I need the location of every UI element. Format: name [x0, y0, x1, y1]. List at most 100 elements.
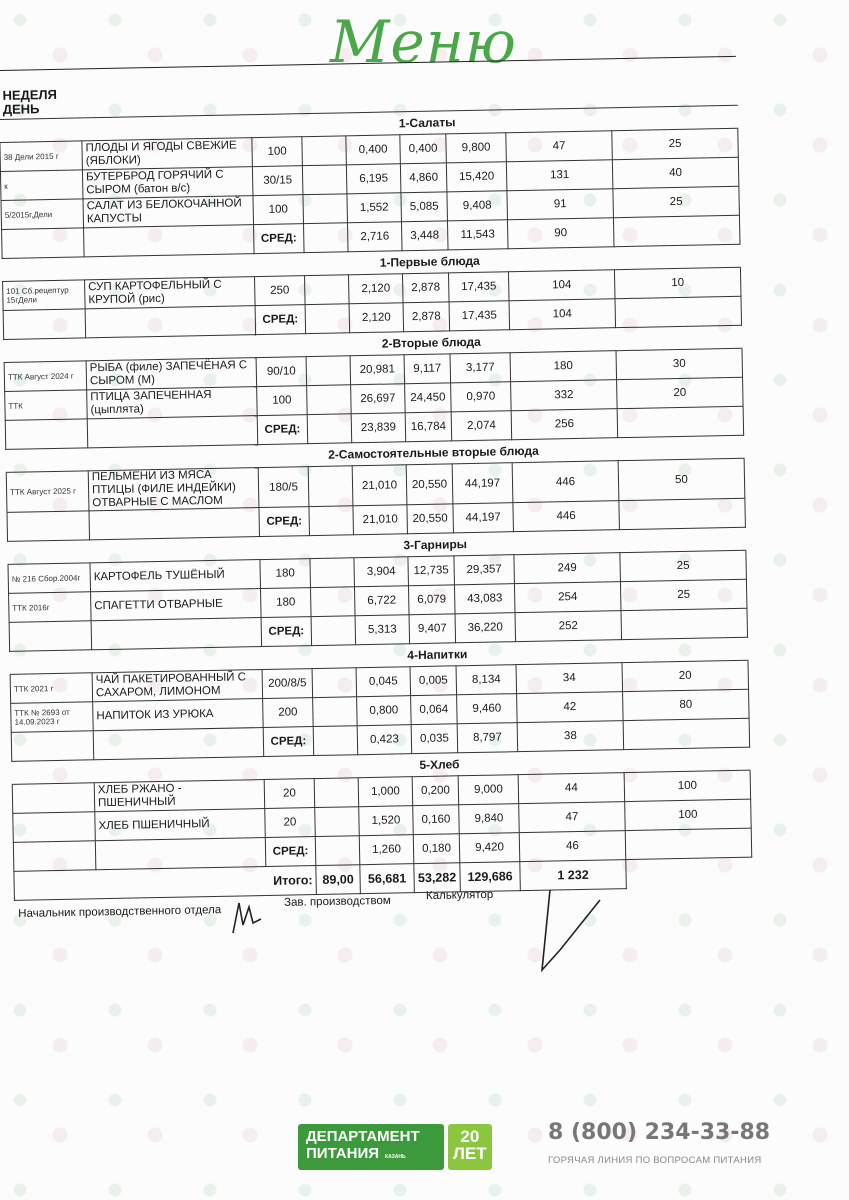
extra-value: 40: [612, 157, 739, 189]
avg-fat: 0,035: [411, 723, 458, 754]
average-label: СРЕД:: [261, 616, 312, 647]
extra-value: 10: [614, 267, 741, 299]
dish-name: КАРТОФЕЛЬ ТУШЁНЫЙ: [89, 559, 261, 592]
portion: 100: [252, 194, 304, 225]
fat: 4,860: [400, 162, 447, 193]
carbs: 9,000: [458, 774, 519, 805]
average-label: СРЕД:: [255, 304, 306, 335]
protein: 26,697: [350, 383, 406, 414]
empty-cell: [625, 828, 752, 860]
avg-fat: 16,784: [405, 411, 452, 442]
avg-kcal: 252: [515, 610, 622, 642]
avg-protein: 0,423: [357, 724, 412, 755]
dish-name: РЫБА (филе) ЗАПЕЧЁНАЯ С СЫРОМ (М): [86, 357, 257, 390]
recipe-code: ТТК Август 2025 г: [6, 470, 89, 513]
dish-name: БУТЕРБРОД ГОРЯЧИЙ С СЫРОМ (батон в/с): [82, 166, 253, 199]
kcal: 47: [518, 801, 626, 833]
fat: 12,735: [407, 555, 455, 586]
portion: 180/5: [258, 466, 309, 508]
fat: 0,005: [410, 665, 457, 696]
kcal: 91: [506, 188, 614, 220]
empty-cell: [301, 135, 347, 166]
avg-protein: 1,260: [359, 834, 414, 865]
recipe-code: [12, 782, 95, 814]
carbs: 44,197: [452, 462, 513, 504]
handwritten-signature-2: [540, 889, 601, 973]
empty-cell: [626, 857, 753, 888]
protein: 1,552: [346, 192, 402, 223]
avg-kcal: 46: [519, 830, 626, 862]
fat: 0,064: [410, 694, 458, 725]
dish-name: СПАГЕТТИ ОТВАРНЫЕ: [90, 588, 262, 621]
kcal: 254: [514, 581, 621, 613]
kcal: 44: [518, 772, 625, 804]
extra-value: 25: [612, 186, 740, 218]
empty-cell: [5, 418, 88, 450]
extra-value: 25: [620, 579, 747, 611]
empty-cell: [302, 193, 348, 224]
empty-cell: [307, 413, 352, 444]
protein: 0,400: [345, 134, 401, 165]
avg-carbs: 9,420: [459, 832, 520, 863]
protein: 1,520: [358, 805, 414, 836]
recipe-code: к: [0, 169, 83, 201]
portion: 20: [264, 807, 316, 838]
protein: 0,045: [356, 666, 411, 697]
department-logo: ДЕПАРТАМЕНТ ПИТАНИЯ КАЗАНЬ 20 ЛЕТ: [298, 1124, 492, 1170]
empty-cell: [95, 837, 266, 870]
fat: 0,400: [399, 133, 447, 164]
empty-cell: [315, 835, 360, 866]
protein: 20,981: [350, 354, 405, 385]
average-label: СРЕД:: [253, 223, 305, 254]
empty-cell: [9, 620, 92, 652]
dish-name: ЧАЙ ПАКЕТИРОВАННЫЙ С САХАРОМ, ЛИМОНОМ: [92, 669, 263, 702]
empty-cell: [13, 840, 96, 872]
logo-years-word: ЛЕТ: [453, 1144, 487, 1163]
portion: 180: [259, 558, 311, 589]
menu-table: 1-Салаты 38 Дели 2015 г ПЛОДЫ И ЯГОДЫ СВЕЖ…: [0, 105, 753, 901]
protein: 1,000: [358, 776, 413, 807]
empty-cell: [304, 274, 350, 305]
dish-name: ХЛЕБ РЖАНО - ПШЕНИЧНЫЙ: [94, 779, 265, 812]
carbs: 0,970: [450, 381, 512, 412]
empty-cell: [87, 415, 258, 448]
avg-kcal: 446: [512, 500, 620, 532]
average-label: СРЕД:: [257, 414, 308, 445]
protein: 6,722: [354, 585, 410, 616]
empty-cell: [306, 355, 351, 386]
carbs: 15,420: [446, 161, 507, 192]
dish-name: СУП КАРТОФЕЛЬНЫЙ С КРУПОЙ (рис): [84, 276, 256, 309]
extra-value: 20: [621, 660, 749, 692]
kcal: 180: [510, 350, 617, 382]
kcal: 34: [516, 662, 623, 694]
recipe-code: № 216 Сбор.2004г: [7, 562, 91, 594]
total-portion: 89,00: [315, 864, 361, 895]
avg-kcal: 38: [517, 720, 624, 752]
kcal: 42: [516, 691, 624, 723]
empty-cell: [314, 806, 360, 837]
kcal: 104: [508, 269, 616, 301]
portion: 20: [264, 778, 315, 809]
avg-protein: 5,313: [355, 614, 410, 645]
dish-name: САЛАТ ИЗ БЕЛОКОЧАННОЙ КАПУСТЫ: [82, 195, 254, 228]
portion: 90/10: [256, 356, 307, 387]
fat: 5,085: [400, 191, 448, 222]
portion: 30/15: [252, 165, 303, 196]
empty-cell: [618, 498, 746, 530]
empty-cell: [623, 718, 750, 750]
dish-name: ПЛОДЫ И ЯГОДЫ СВЕЖИЕ (ЯБЛОКИ): [81, 137, 253, 170]
logo-years: 20: [460, 1127, 480, 1146]
carbs: 9,460: [456, 693, 518, 724]
average-label: СРЕД:: [263, 726, 314, 757]
fat: 0,200: [412, 775, 459, 806]
avg-carbs: 11,543: [447, 219, 509, 250]
empty-cell: [620, 608, 748, 640]
avg-carbs: 36,220: [455, 612, 516, 643]
empty-cell: [311, 615, 356, 646]
dish-name: ПТИЦА ЗАПЕЧЕННАЯ (цыплята): [86, 386, 258, 419]
fat: 2,878: [402, 272, 450, 303]
empty-cell: [1, 227, 85, 259]
recipe-code: 5/2015г,Дели: [1, 198, 84, 230]
total-carbs: 129,686: [459, 861, 521, 892]
portion: 180: [260, 587, 312, 618]
